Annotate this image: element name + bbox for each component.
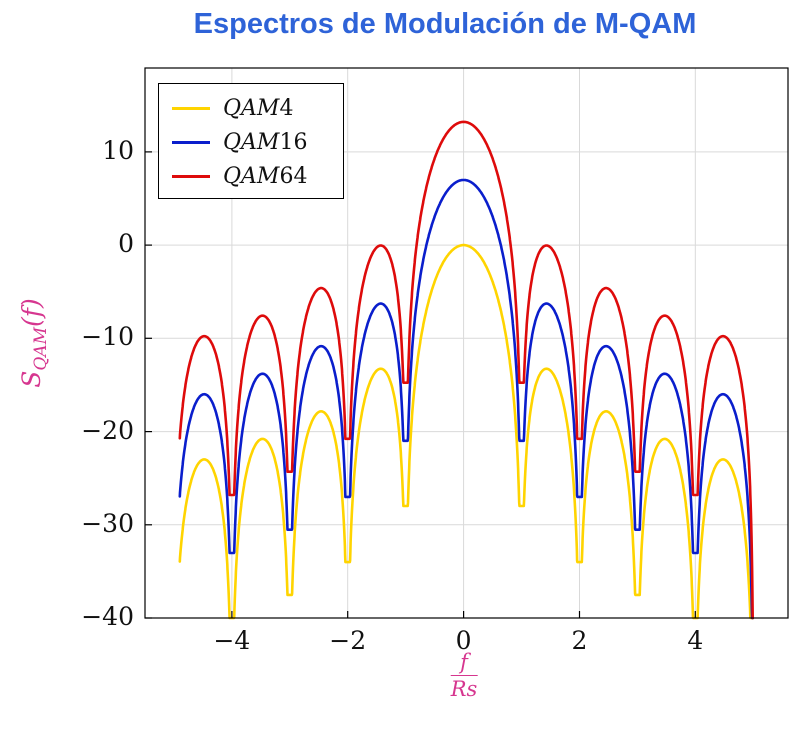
legend-label-text: QAM [223, 95, 280, 121]
y-tick-label: 10 [102, 135, 134, 165]
legend: QAM4 QAM16 QAM64 [158, 83, 344, 199]
y-label-base: S [17, 370, 46, 388]
y-tick-label: −30 [81, 508, 134, 538]
y-label-argument: (f) [17, 298, 46, 327]
x-tick-label: 4 [687, 626, 704, 655]
legend-label-text: QAM [223, 129, 280, 155]
legend-item: QAM16 [159, 125, 343, 159]
x-label-numerator: f [450, 650, 478, 677]
y-tick-label: −20 [81, 415, 134, 445]
legend-label-number: 16 [279, 129, 308, 155]
x-tick-label: −2 [329, 626, 367, 655]
legend-item: QAM64 [159, 159, 343, 193]
legend-label-text: QAM [223, 163, 280, 189]
x-tick-label: 2 [571, 626, 588, 655]
x-axis-label: f Rs [450, 650, 478, 702]
y-tick-label: −40 [81, 602, 134, 631]
y-label-subscript: QAM [31, 327, 51, 371]
legend-label-number: 4 [279, 95, 294, 121]
chart-title: Espectros de Modulación de M-QAM [193, 8, 697, 40]
legend-label: QAM64 [223, 164, 307, 189]
x-tick-label: 0 [455, 626, 472, 655]
legend-label: QAM4 [223, 96, 293, 121]
x-tick-label: −4 [213, 626, 251, 655]
legend-label-number: 64 [279, 163, 308, 189]
x-label-denominator: Rs [450, 677, 478, 702]
legend-line-sample [172, 174, 210, 178]
y-tick-label: −10 [81, 322, 134, 352]
legend-line-sample [172, 140, 210, 144]
y-axis-label: SQAM(f) [17, 298, 51, 388]
legend-line-sample [172, 106, 210, 110]
y-tick-label: 0 [118, 229, 134, 259]
legend-item: QAM4 [159, 91, 343, 125]
legend-label: QAM16 [223, 130, 307, 155]
